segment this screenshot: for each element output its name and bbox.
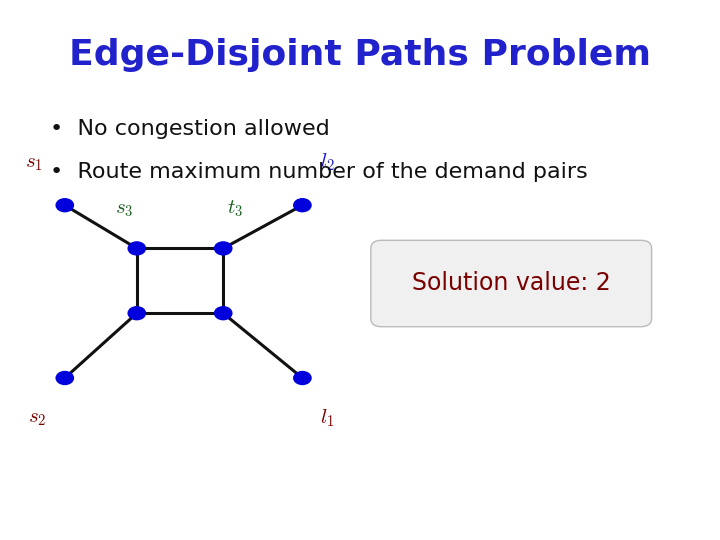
Circle shape	[215, 307, 232, 320]
Text: $l_2$: $l_2$	[320, 151, 336, 173]
Circle shape	[56, 199, 73, 212]
Circle shape	[294, 199, 311, 212]
Text: $l_1$: $l_1$	[320, 408, 335, 429]
Text: $s_2$: $s_2$	[28, 408, 47, 428]
Circle shape	[128, 242, 145, 255]
FancyBboxPatch shape	[371, 240, 652, 327]
Text: $s_1$: $s_1$	[25, 153, 43, 173]
Text: •  No congestion allowed: • No congestion allowed	[50, 119, 330, 139]
Circle shape	[128, 307, 145, 320]
Text: $s_3$: $s_3$	[114, 199, 133, 219]
Text: Solution value: 2: Solution value: 2	[412, 272, 611, 295]
Text: Edge-Disjoint Paths Problem: Edge-Disjoint Paths Problem	[69, 38, 651, 72]
Circle shape	[294, 372, 311, 384]
Circle shape	[56, 372, 73, 384]
Circle shape	[215, 242, 232, 255]
Text: •  Route maximum number of the demand pairs: • Route maximum number of the demand pai…	[50, 162, 588, 182]
Text: $t_3$: $t_3$	[227, 198, 243, 219]
